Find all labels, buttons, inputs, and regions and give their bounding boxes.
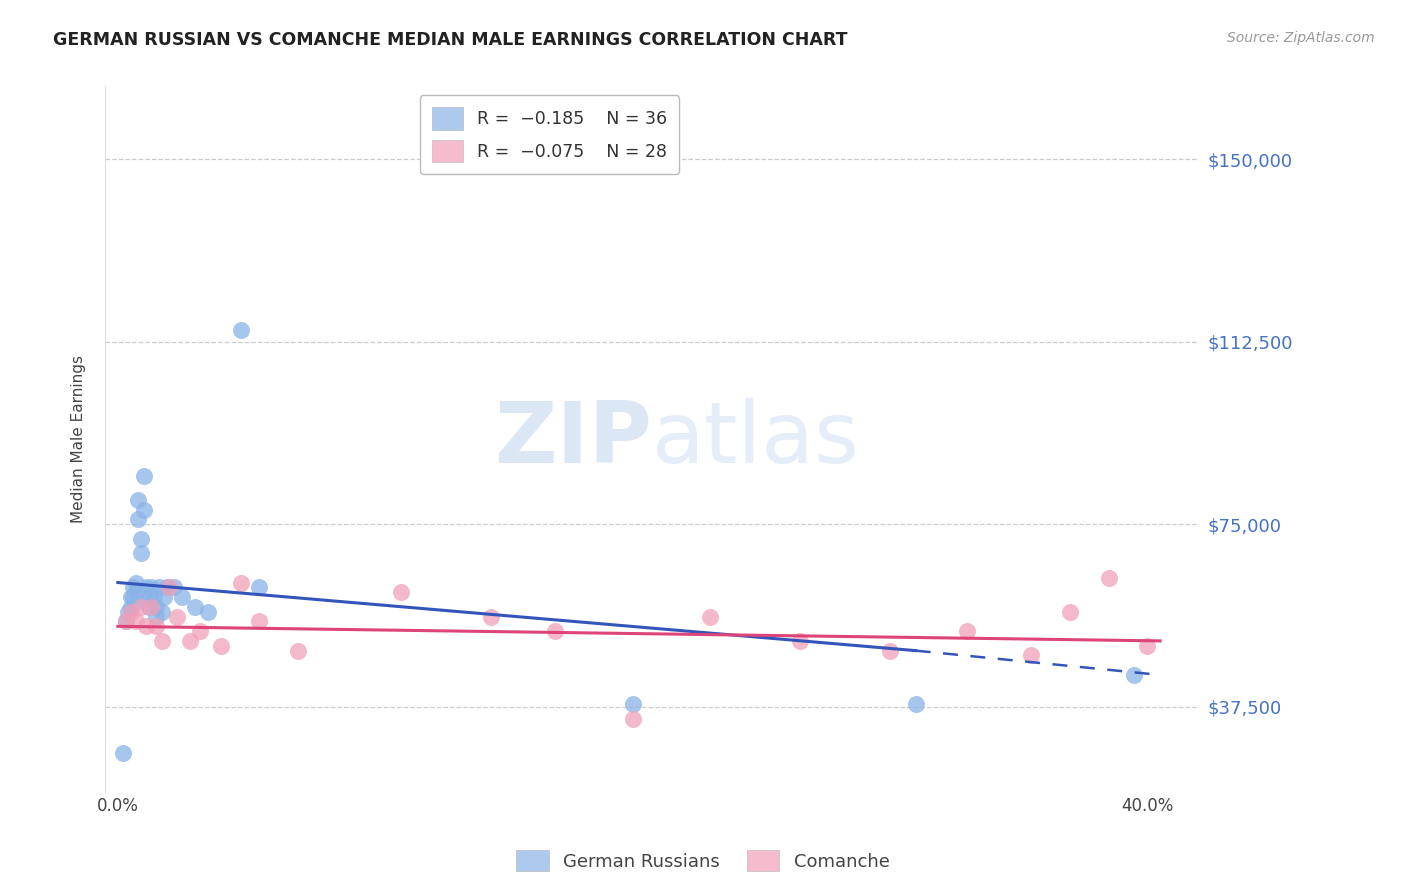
Point — [1136, 639, 1159, 653]
Point — [122, 581, 145, 595]
Point — [479, 609, 502, 624]
Point — [114, 615, 136, 629]
Point — [157, 581, 180, 595]
Point — [125, 575, 148, 590]
Point — [231, 575, 253, 590]
Point — [127, 492, 149, 507]
Point — [153, 590, 176, 604]
Point — [132, 468, 155, 483]
Point — [209, 639, 232, 653]
Point — [132, 502, 155, 516]
Text: Source: ZipAtlas.com: Source: ZipAtlas.com — [1227, 31, 1375, 45]
Point — [699, 609, 721, 624]
Point — [120, 590, 142, 604]
Text: ZIP: ZIP — [494, 398, 652, 481]
Point — [141, 581, 163, 595]
Point — [117, 605, 139, 619]
Point — [389, 585, 412, 599]
Y-axis label: Median Male Earnings: Median Male Earnings — [72, 355, 86, 523]
Point — [138, 590, 160, 604]
Point — [879, 643, 901, 657]
Point — [231, 322, 253, 336]
Point — [789, 634, 811, 648]
Point — [138, 599, 160, 614]
Point — [135, 581, 157, 595]
Point — [163, 581, 186, 595]
Point — [247, 581, 270, 595]
Legend: German Russians, Comanche: German Russians, Comanche — [509, 843, 897, 879]
Point — [904, 697, 927, 711]
Point — [156, 581, 179, 595]
Point — [125, 615, 148, 629]
Point — [111, 746, 134, 760]
Point — [135, 619, 157, 633]
Point — [135, 595, 157, 609]
Point — [122, 590, 145, 604]
Point — [184, 599, 207, 614]
Point — [179, 634, 201, 648]
Point — [1059, 605, 1081, 619]
Point — [120, 605, 142, 619]
Point — [125, 585, 148, 599]
Text: GERMAN RUSSIAN VS COMANCHE MEDIAN MALE EARNINGS CORRELATION CHART: GERMAN RUSSIAN VS COMANCHE MEDIAN MALE E… — [53, 31, 848, 49]
Point — [145, 619, 167, 633]
Point — [129, 532, 152, 546]
Point — [127, 512, 149, 526]
Point — [1021, 648, 1043, 663]
Point — [287, 643, 309, 657]
Point — [1123, 668, 1146, 682]
Point — [114, 615, 136, 629]
Point — [142, 590, 165, 604]
Point — [150, 605, 173, 619]
Point — [544, 624, 567, 639]
Point — [188, 624, 211, 639]
Point — [150, 634, 173, 648]
Point — [166, 609, 188, 624]
Point — [172, 590, 194, 604]
Legend: R =  −0.185    N = 36, R =  −0.075    N = 28: R = −0.185 N = 36, R = −0.075 N = 28 — [420, 95, 679, 174]
Point — [141, 599, 163, 614]
Point — [145, 599, 167, 614]
Point — [1098, 571, 1121, 585]
Point — [197, 605, 219, 619]
Text: atlas: atlas — [652, 398, 860, 481]
Point — [621, 697, 644, 711]
Point — [120, 599, 142, 614]
Point — [148, 581, 170, 595]
Point — [247, 615, 270, 629]
Point — [129, 546, 152, 560]
Point — [145, 609, 167, 624]
Point — [129, 599, 152, 614]
Point — [621, 712, 644, 726]
Point — [956, 624, 979, 639]
